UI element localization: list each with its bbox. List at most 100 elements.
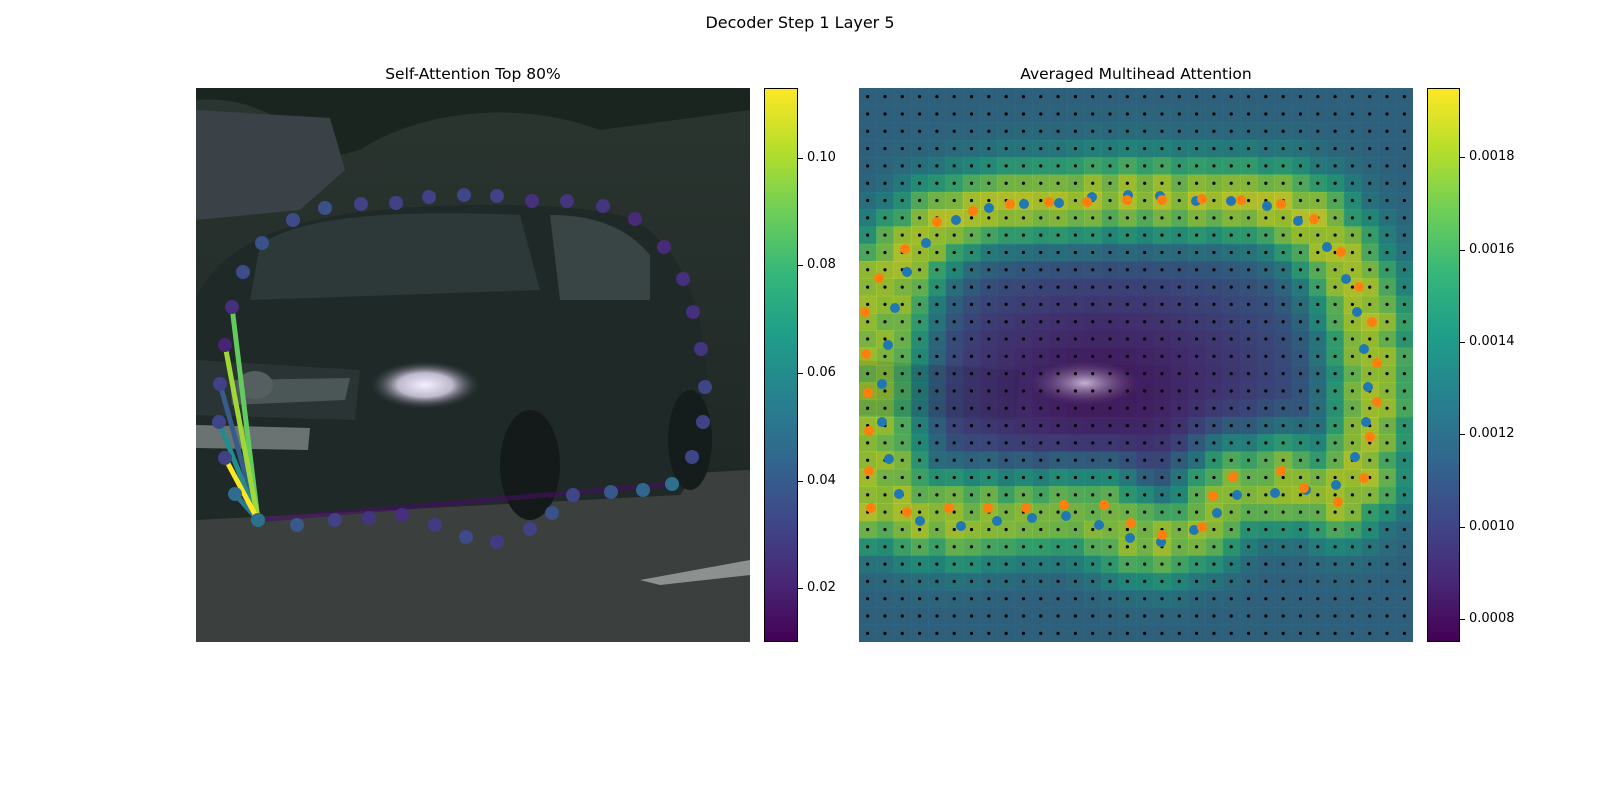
grid-dot <box>1039 320 1043 324</box>
blue-point <box>1359 344 1369 354</box>
grid-dot <box>969 372 974 376</box>
grid-dot <box>1091 268 1095 272</box>
grid-dot <box>1333 146 1337 151</box>
grid-dot <box>1385 95 1389 99</box>
grid-dot <box>1021 631 1026 635</box>
grid-dot <box>1264 458 1268 462</box>
grid-dot <box>987 129 991 133</box>
grid-dot <box>1056 510 1060 514</box>
grid-dot <box>1039 458 1043 462</box>
grid-dot <box>1229 458 1233 462</box>
blue-point <box>1226 196 1236 206</box>
grid-dot <box>1125 164 1129 168</box>
grid-dot <box>1246 95 1251 99</box>
grid-dot <box>883 250 887 255</box>
grid-dot <box>900 441 904 445</box>
grid-dot <box>1350 302 1355 307</box>
grid-dot <box>952 337 956 341</box>
grid-dot <box>1039 337 1043 341</box>
attention-point <box>218 338 232 352</box>
grid-dot <box>1368 579 1372 584</box>
grid-dot <box>1056 579 1060 584</box>
grid-dot <box>1385 423 1389 428</box>
grid-dot <box>866 146 870 151</box>
grid-dot <box>1039 441 1043 445</box>
grid-dot <box>1316 337 1320 341</box>
grid-dot <box>1021 614 1026 618</box>
grid-dot <box>1368 129 1372 133</box>
grid-dot <box>1402 268 1406 272</box>
grid-dot <box>1073 268 1078 272</box>
grid-dot <box>1298 458 1303 462</box>
grid-dot <box>1298 372 1303 376</box>
grid-dot <box>1091 146 1095 151</box>
grid-dot <box>883 614 887 618</box>
grid-dot <box>935 337 939 341</box>
grid-dot <box>952 631 956 635</box>
grid-dot <box>1091 441 1095 445</box>
grid-dot <box>1402 354 1406 358</box>
orange-point <box>1276 199 1286 209</box>
grid-dot <box>1316 510 1320 514</box>
grid-dot <box>1281 181 1285 185</box>
grid-dot <box>866 129 870 133</box>
grid-dot <box>1073 198 1078 203</box>
grid-dot <box>1021 302 1026 307</box>
grid-dot <box>1108 389 1112 393</box>
grid-dot <box>900 285 904 289</box>
orange-point <box>860 307 870 317</box>
grid-dot <box>935 146 939 151</box>
grid-dot <box>1298 181 1303 185</box>
grid-dot <box>952 268 956 272</box>
grid-dot <box>969 337 974 341</box>
grid-dot <box>969 579 974 584</box>
grid-dot <box>1091 320 1095 324</box>
grid-dot <box>1212 458 1216 462</box>
grid-dot <box>1246 441 1251 445</box>
grid-dot <box>1108 441 1112 445</box>
grid-dot <box>1264 493 1268 497</box>
attention-point <box>686 305 700 319</box>
grid-dot <box>1316 562 1320 566</box>
grid-dot <box>952 441 956 445</box>
grid-dot <box>987 146 991 151</box>
grid-dot <box>1108 198 1112 203</box>
grid-dot <box>1021 95 1026 99</box>
grid-dot <box>1212 112 1216 116</box>
grid-dot <box>1004 406 1008 410</box>
grid-dot <box>1004 475 1008 480</box>
grid-dot <box>1402 164 1406 168</box>
grid-dot <box>1212 337 1216 341</box>
grid-dot <box>1056 631 1060 635</box>
grid-dot <box>900 181 904 185</box>
grid-dot <box>1246 510 1251 514</box>
grid-dot <box>1281 302 1285 307</box>
grid-dot <box>1073 458 1078 462</box>
grid-dot <box>952 562 956 566</box>
grid-dot <box>1229 164 1233 168</box>
grid-dot <box>1039 579 1043 584</box>
grid-dot <box>1125 389 1129 393</box>
grid-dot <box>1350 233 1355 237</box>
grid-dot <box>1246 631 1251 635</box>
grid-dot <box>969 493 974 497</box>
grid-dot <box>1212 631 1216 635</box>
grid-dot <box>1333 164 1337 168</box>
grid-dot <box>883 493 887 497</box>
grid-dot <box>1402 597 1406 601</box>
grid-dot <box>987 302 991 307</box>
grid-dot <box>1108 216 1112 220</box>
grid-dot <box>969 268 974 272</box>
grid-dot <box>952 597 956 601</box>
grid-dot <box>1316 579 1320 584</box>
grid-dot <box>1402 545 1406 549</box>
grid-dot <box>1316 112 1320 116</box>
grid-dot <box>1385 475 1389 480</box>
grid-dot <box>1091 527 1095 532</box>
grid-dot <box>1160 458 1164 462</box>
grid-dot <box>1333 545 1337 549</box>
grid-dot <box>969 216 974 220</box>
grid-dot <box>1281 493 1285 497</box>
grid-dot <box>935 372 939 376</box>
grid-dot <box>917 441 922 445</box>
